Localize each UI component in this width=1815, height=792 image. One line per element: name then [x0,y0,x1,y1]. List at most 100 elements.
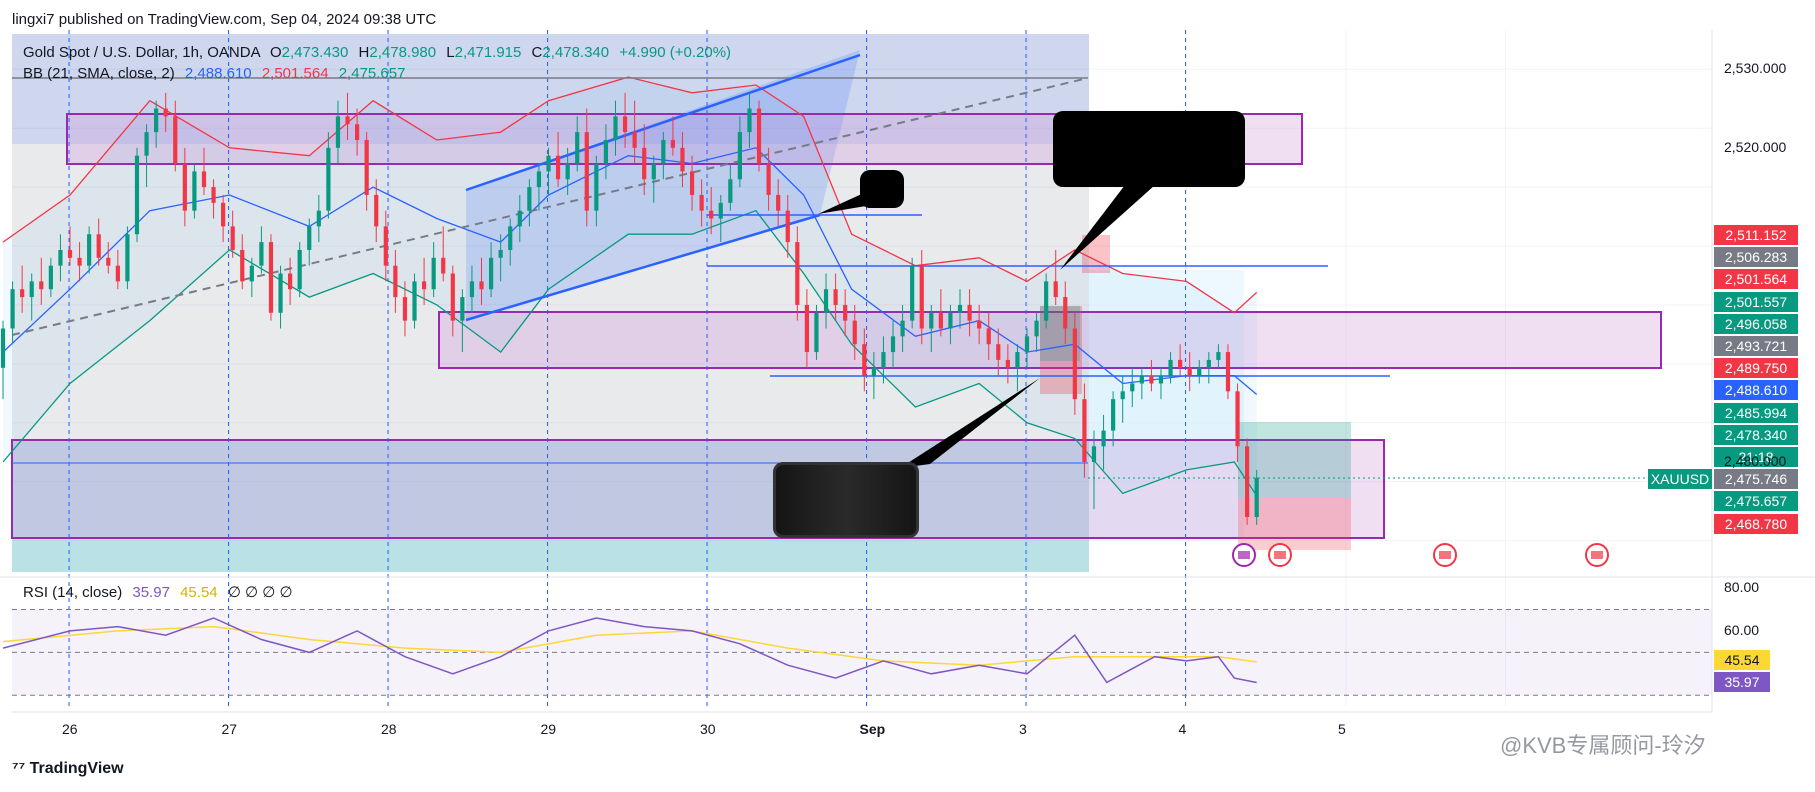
time-label: 5 [1338,721,1346,737]
price-tag: 21:18 [1714,447,1798,467]
candle-body [1072,328,1077,400]
candle-body [1245,446,1250,518]
candle-body [221,202,226,227]
price-tag: 2,485.994 [1714,402,1798,423]
candle-body [1120,391,1125,400]
c-value: 2,478.340 [542,44,610,61]
h-label: H [358,44,370,61]
candle-body [58,249,63,266]
price-tag: 2,506.283 [1714,247,1798,268]
candle-body [843,304,848,321]
l-value: 2,471.915 [454,44,522,61]
time-label: 3 [1019,721,1027,737]
candle-body [613,116,618,140]
candle-body [182,163,187,211]
candle-body [967,304,972,321]
bb-lower-value: 2,475.657 [338,65,406,82]
candle-body [87,234,92,266]
candle-body [29,281,34,298]
price-tag: 2,478.340 [1714,424,1798,445]
candle-body [1206,359,1211,368]
us-flag-event-icon [1439,551,1451,559]
candle-body [1254,477,1259,518]
candle-body [527,187,532,211]
candle-body [728,179,733,203]
l-label: L [446,44,455,61]
time-label: Sep [859,721,886,737]
time-label: 26 [62,721,78,737]
time-label: 27 [221,721,238,737]
candle-body [326,147,331,211]
candle-body [1168,359,1173,376]
bb-label: BB (21, SMA, close, 2) [23,65,175,82]
main-legend: Gold Spot / U.S. Dollar, 1h, OANDA O2,47… [23,44,731,61]
candle-body [938,312,943,329]
annotation-callout-bottom[interactable] [773,462,919,538]
candle-body [77,257,82,266]
candle-body [1015,352,1020,368]
price-tick-label: 2,520.000 [1724,138,1787,155]
tradingview-logo[interactable]: ⁷⁷ TradingView [12,760,124,777]
candle-body [881,352,886,368]
candle-body [737,132,742,180]
price-tag: 2,511.152 [1714,225,1798,245]
candle-body [268,242,274,313]
o-label: O [269,44,282,61]
annotation-callout-small[interactable] [860,170,904,208]
candle-body [1235,391,1240,447]
candle-body [230,226,235,250]
price-tick-label: 2,530.000 [1724,60,1787,77]
rsi-legend: RSI (14, close) 35.97 45.54 ∅ ∅ ∅ ∅ [23,583,293,601]
bb-upper-line [2,76,1258,314]
candle-body [460,297,465,321]
candle-body [508,226,513,250]
candle-body [1024,336,1030,353]
candle-body [795,242,800,305]
candle-body [575,132,580,164]
candle-body [297,249,302,290]
callout-pointer-small [818,192,866,214]
candle-body [259,242,264,266]
candle-body [1139,375,1144,384]
candle-body [67,249,73,258]
candle-body [1158,375,1164,384]
candle-body [699,194,704,211]
candle-body [862,344,867,376]
candle-body [96,234,101,258]
us-flag-event-icon [1591,551,1603,559]
candle-body [192,171,197,211]
candle-body [766,163,771,195]
candle-body [852,320,857,345]
candle-body [546,155,551,172]
price-tag: 2,501.564 [1714,269,1798,290]
annotation-callout-top[interactable] [1053,111,1245,187]
candle-body [39,281,44,290]
candle-body [1063,297,1068,329]
candle-body [986,328,991,345]
candle-body [106,257,111,266]
price-tag: 2,501.557 [1714,291,1798,312]
candle-body [718,202,723,219]
rsi-extra: ∅ ∅ ∅ ∅ [227,584,293,601]
callout-pointer-bottom [900,378,1040,468]
candle-body [833,289,838,305]
candle-body [201,171,207,188]
price-tag: 2,468.780 [1714,513,1798,534]
candle-body [661,139,666,164]
author-watermark: @KVB专属顾问-玲汐 [1500,733,1706,758]
h-value: 2,478.980 [369,44,437,61]
candle-body [374,194,379,227]
rsi-tag: 35.97 [1714,672,1770,692]
candle-body [1044,281,1049,321]
candle-body [1216,352,1221,360]
candle-body [345,116,350,125]
candle-body [823,289,829,313]
price-tick-label: 2,480.000 [1724,453,1787,470]
price-tag: 2,489.750 [1714,358,1798,379]
candle-body [316,210,321,227]
candle-body [431,257,436,290]
bb-legend: BB (21, SMA, close, 2) 2,488.610 2,501.5… [23,65,405,82]
rsi-ma-value: 45.54 [180,584,218,601]
bb-basis-value: 2,488.610 [184,65,252,82]
